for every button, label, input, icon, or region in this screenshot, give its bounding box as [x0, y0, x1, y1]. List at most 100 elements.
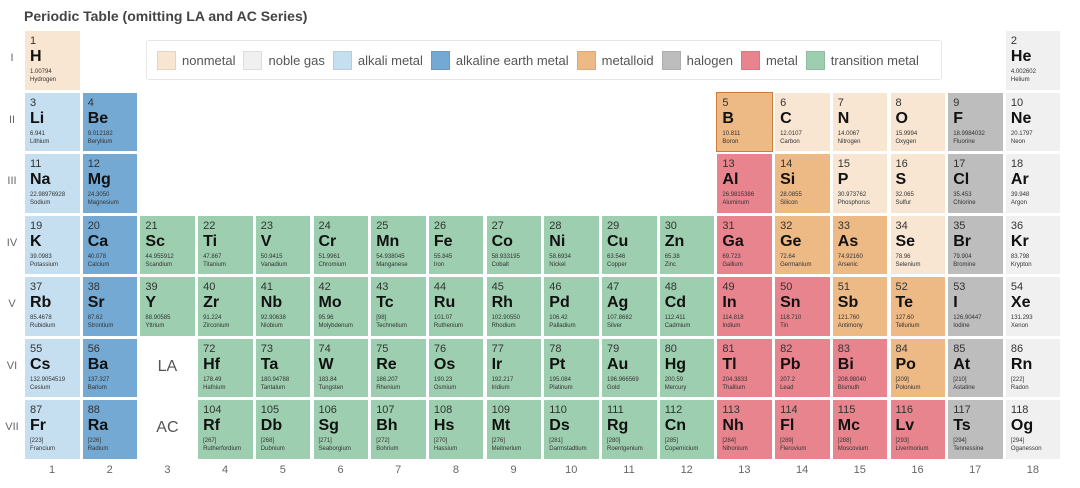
- element-cell[interactable]: 110 Ds [281] Darmstadtium: [543, 399, 600, 460]
- element-cell[interactable]: 74 W 183.84 Tungsten: [312, 337, 369, 398]
- element-cell[interactable]: 41 Nb 92.90638 Niobium: [254, 276, 312, 337]
- element-cell[interactable]: 56 Ba 137.327 Barium: [81, 337, 139, 398]
- element-cell[interactable]: 37 Rb 85.4678 Rubidium: [24, 276, 81, 337]
- element-cell[interactable]: 49 In 114.818 Indium: [716, 276, 773, 337]
- element-cell[interactable]: 117 Ts [294] Tennessine: [947, 399, 1004, 460]
- element-cell[interactable]: 28 Ni 58.6934 Nickel: [543, 214, 600, 275]
- element-cell[interactable]: 79 Au 196.966569 Gold: [601, 337, 658, 398]
- element-cell[interactable]: 88 Ra [226] Radium: [81, 399, 139, 460]
- atomic-number: 76: [433, 342, 447, 355]
- element-cell[interactable]: 53 I 126.90447 Iodine: [947, 276, 1004, 337]
- element-cell[interactable]: 10 Ne 20.1797 Neon: [1004, 91, 1062, 152]
- element-cell[interactable]: 19 K 39.0983 Potassium: [24, 214, 81, 275]
- element-cell[interactable]: 46 Pd 106.42 Palladium: [543, 276, 600, 337]
- element-cell[interactable]: 45 Rh 102.90550 Rhodium: [485, 276, 543, 337]
- element-cell[interactable]: 111 Rg [280] Roentgenium: [601, 399, 658, 460]
- element-cell[interactable]: 73 Ta 180.94788 Tantalum: [254, 337, 312, 398]
- atomic-number: 47: [607, 281, 620, 293]
- element-cell[interactable]: 115 Mc [288] Moscovium: [831, 399, 889, 460]
- element-cell[interactable]: 104 Rf [267] Rutherfordium: [197, 399, 254, 460]
- element-cell[interactable]: 75 Re 186.207 Rhenium: [370, 337, 427, 398]
- element-cell[interactable]: 85 At [210] Astatine: [947, 337, 1004, 398]
- element-name: Tantalum: [260, 384, 286, 391]
- element-cell[interactable]: 44 Ru 101.07 Ruthenium: [427, 276, 485, 337]
- element-cell[interactable]: 25 Mn 54.938045 Manganese: [370, 214, 427, 275]
- element-cell[interactable]: 15 P 30.973762 Phosphorus: [831, 153, 889, 214]
- element-cell[interactable]: 106 Sg [271] Seaborgium: [312, 399, 369, 460]
- element-cell[interactable]: 30 Zn 65.38 Zinc: [658, 214, 716, 275]
- element-cell[interactable]: 50 Sn 118.710 Tin: [774, 276, 831, 337]
- element-cell[interactable]: 78 Pt 195.084 Platinum: [543, 337, 600, 398]
- element-cell[interactable]: 31 Ga 69.723 Gallium: [716, 214, 773, 275]
- element-cell[interactable]: 9 F 18.9984032 Fluorine: [947, 91, 1004, 152]
- element-cell[interactable]: 52 Te 127.60 Tellurium: [889, 276, 946, 337]
- element-cell[interactable]: 27 Co 58.933195 Cobalt: [485, 214, 543, 275]
- element-cell[interactable]: 32 Ge 72.64 Germanium: [774, 214, 831, 275]
- element-cell[interactable]: 51 Sb 121.760 Antimony: [831, 276, 889, 337]
- element-cell[interactable]: 109 Mt [276] Meitnerium: [485, 399, 543, 460]
- element-cell[interactable]: 48 Cd 112.411 Cadmium: [658, 276, 716, 337]
- element-cell[interactable]: 3 Li 6.941 Lithium: [24, 91, 81, 152]
- element-cell[interactable]: 42 Mo 95.96 Molybdenum: [312, 276, 369, 337]
- element-cell[interactable]: 83 Bi 208.98040 Bismuth: [831, 337, 889, 398]
- element-cell[interactable]: 17 Cl 35.453 Chlorine: [947, 153, 1004, 214]
- atomic-mass: [288]: [837, 438, 852, 444]
- element-cell[interactable]: 14 Si 28.0855 Silicon: [774, 153, 831, 214]
- element-cell[interactable]: 34 Se 78.96 Selenium: [889, 214, 946, 275]
- element-cell[interactable]: 21 Sc 44.955912 Scandium: [139, 214, 196, 275]
- element-cell[interactable]: 112 Cn [285] Copernicium: [658, 399, 716, 460]
- element-cell[interactable]: 80 Hg 200.59 Mercury: [658, 337, 716, 398]
- element-cell[interactable]: 22 Ti 47.867 Titanium: [197, 214, 254, 275]
- element-cell[interactable]: 116 Lv [293] Livermorium: [889, 399, 946, 460]
- column-label: 14: [795, 464, 809, 476]
- element-name: Lithium: [30, 138, 50, 145]
- element-cell[interactable]: 33 As 74.92160 Arsenic: [831, 214, 889, 275]
- element-cell[interactable]: 43 Tc [98] Technetium: [370, 276, 427, 337]
- element-cell[interactable]: 81 Tl 204.3833 Thallium: [716, 337, 773, 398]
- element-cell[interactable]: 16 S 32.065 Sulfur: [889, 153, 946, 214]
- element-cell[interactable]: 39 Y 88.90585 Yttrium: [139, 276, 196, 337]
- element-cell[interactable]: 40 Zr 91.224 Zirconium: [197, 276, 254, 337]
- element-name: Bromine: [953, 261, 976, 268]
- element-cell[interactable]: 38 Sr 87.62 Strontium: [81, 276, 139, 337]
- element-cell[interactable]: 86 Rn [222] Radon: [1004, 337, 1062, 398]
- element-cell[interactable]: 105 Db [268] Dubnium: [254, 399, 312, 460]
- element-cell[interactable]: 5 B 10.811 Boron: [716, 91, 773, 152]
- element-cell[interactable]: 13 Al 26.9815386 Aluminum: [716, 153, 773, 214]
- element-cell[interactable]: 20 Ca 40.078 Calcium: [81, 214, 139, 275]
- element-cell[interactable]: 35 Br 79.904 Bromine: [947, 214, 1004, 275]
- element-cell[interactable]: 11 Na 22.98976928 Sodium: [24, 153, 81, 214]
- element-cell[interactable]: 24 Cr 51.9961 Chromium: [312, 214, 369, 275]
- element-cell[interactable]: 2 He 4.002602 Helium: [1004, 30, 1062, 91]
- element-cell[interactable]: 55 Cs 132.9054519 Cesium: [24, 337, 81, 398]
- element-cell[interactable]: 118 Og [294] Oganesson: [1004, 399, 1062, 460]
- element-cell[interactable]: 26 Fe 55.845 Iron: [427, 214, 485, 275]
- element-cell[interactable]: 6 C 12.0107 Carbon: [774, 91, 831, 152]
- element-cell[interactable]: 36 Kr 83.798 Krypton: [1004, 214, 1062, 275]
- element-cell[interactable]: 82 Pb 207.2 Lead: [774, 337, 831, 398]
- atomic-mass: 131.293: [1010, 315, 1033, 321]
- element-cell[interactable]: 107 Bh [272] Bohrium: [370, 399, 427, 460]
- element-cell[interactable]: 29 Cu 63.546 Copper: [601, 214, 658, 275]
- element-cell[interactable]: 87 Fr [223] Francium: [24, 399, 81, 460]
- element-cell[interactable]: 23 V 50.9415 Vanadium: [254, 214, 312, 275]
- element-cell[interactable]: 1 H 1.00794 Hydrogen: [24, 30, 81, 91]
- element-symbol: Db: [260, 417, 283, 434]
- element-cell[interactable]: 77 Ir 192.217 Iridium: [485, 337, 543, 398]
- element-cell[interactable]: 47 Ag 107.8682 Silver: [601, 276, 658, 337]
- element-cell[interactable]: 114 Fl [289] Flerovium: [774, 399, 831, 460]
- element-cell[interactable]: 72 Hf 178.49 Hafnium: [197, 337, 254, 398]
- element-cell[interactable]: 76 Os 190.23 Osmium: [427, 337, 485, 398]
- element-cell[interactable]: 12 Mg 24.3050 Magnesium: [81, 153, 139, 214]
- element-cell[interactable]: 113 Nh [284] Nihonium: [716, 399, 773, 460]
- element-cell[interactable]: 84 Po [209] Polonium: [889, 337, 946, 398]
- element-cell[interactable]: 4 Be 9.012182 Beryllium: [81, 91, 139, 152]
- element-cell[interactable]: 7 N 14.0067 Nitrogen: [831, 91, 889, 152]
- element-cell[interactable]: 54 Xe 131.293 Xenon: [1004, 276, 1062, 337]
- element-cell[interactable]: 108 Hs [270] Hassium: [427, 399, 485, 460]
- atomic-number: 52: [895, 281, 908, 293]
- element-cell[interactable]: 8 O 15.9994 Oxygen: [889, 91, 946, 152]
- element-symbol: Xe: [1010, 294, 1031, 311]
- element-cell[interactable]: 18 Ar 39.948 Argon: [1004, 153, 1062, 214]
- legend-swatch: [332, 50, 352, 70]
